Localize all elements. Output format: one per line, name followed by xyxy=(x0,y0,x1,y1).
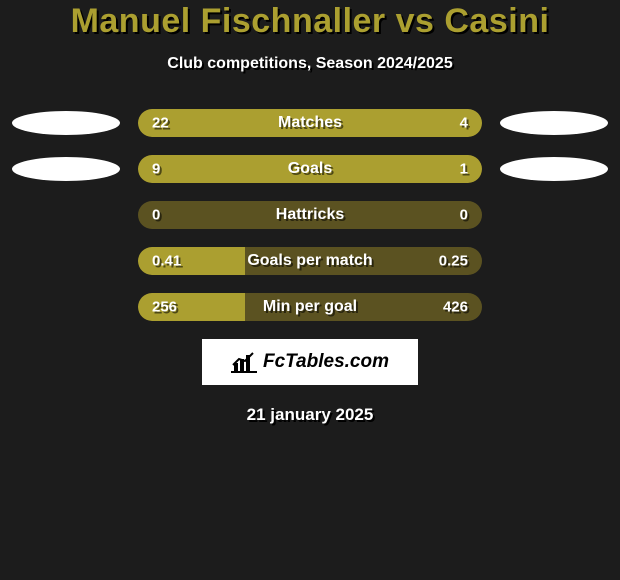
stat-value-right: 426 xyxy=(443,299,468,316)
stats-comparison: Manuel Fischnaller vs Casini Club compet… xyxy=(0,0,620,425)
brand-text: FcTables.com xyxy=(263,351,389,373)
snapshot-date: 21 january 2025 xyxy=(0,405,620,425)
brand-logo[interactable]: FcTables.com xyxy=(202,339,418,385)
stat-label: Matches xyxy=(278,114,342,132)
subtitle: Club competitions, Season 2024/2025 xyxy=(0,55,620,73)
spacer xyxy=(12,203,120,227)
stat-row: 0 0 Hattricks xyxy=(0,201,620,229)
stat-row: 0.41 0.25 Goals per match xyxy=(0,247,620,275)
stat-value-left: 22 xyxy=(152,115,169,132)
stat-bar: 9 1 Goals xyxy=(138,155,482,183)
bar-fill-left xyxy=(138,109,403,137)
stat-label: Min per goal xyxy=(263,298,357,316)
comparison-rows: 22 4 Matches 9 1 Goals 0 0 Hattricks 0.41 0.25 Goal… xyxy=(0,109,620,321)
stat-value-left: 9 xyxy=(152,161,160,178)
stat-value-left: 0.41 xyxy=(152,253,181,270)
stat-row: 9 1 Goals xyxy=(0,155,620,183)
stat-row: 256 426 Min per goal xyxy=(0,293,620,321)
stat-value-right: 1 xyxy=(460,161,468,178)
stat-label: Goals xyxy=(288,160,332,178)
spacer xyxy=(12,249,120,273)
player-left-marker xyxy=(12,157,120,181)
player-right-marker xyxy=(500,111,608,135)
spacer xyxy=(500,203,608,227)
stat-label: Goals per match xyxy=(247,252,372,270)
stat-row: 22 4 Matches xyxy=(0,109,620,137)
stat-value-right: 0.25 xyxy=(439,253,468,270)
stat-value-left: 0 xyxy=(152,207,160,224)
stat-value-left: 256 xyxy=(152,299,177,316)
stat-bar: 0.41 0.25 Goals per match xyxy=(138,247,482,275)
stat-bar: 256 426 Min per goal xyxy=(138,293,482,321)
bar-fill-right xyxy=(403,109,482,137)
page-title: Manuel Fischnaller vs Casini xyxy=(0,2,620,41)
stat-bar: 22 4 Matches xyxy=(138,109,482,137)
player-left-marker xyxy=(12,111,120,135)
stat-label: Hattricks xyxy=(276,206,344,224)
stat-value-right: 0 xyxy=(460,207,468,224)
stat-bar: 0 0 Hattricks xyxy=(138,201,482,229)
stat-value-right: 4 xyxy=(460,115,468,132)
player-right-marker xyxy=(500,157,608,181)
spacer xyxy=(500,295,608,319)
spacer xyxy=(12,295,120,319)
spacer xyxy=(500,249,608,273)
chart-icon xyxy=(231,351,257,373)
